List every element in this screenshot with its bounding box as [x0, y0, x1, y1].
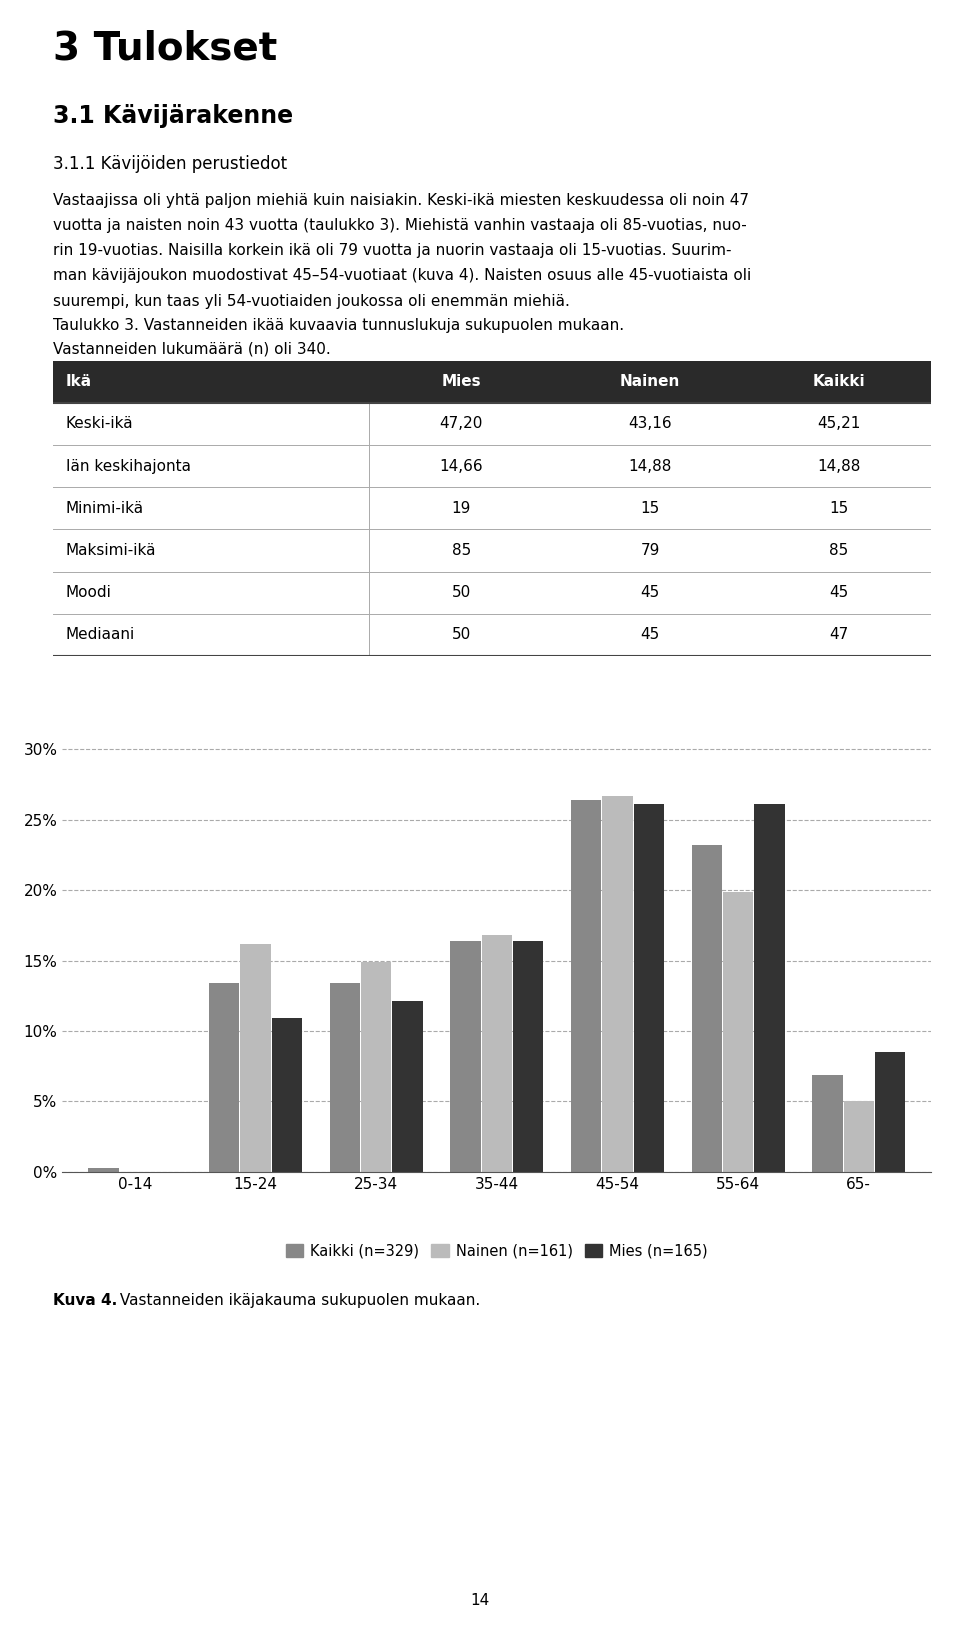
Text: 85: 85 — [451, 543, 471, 558]
Bar — [876, 1053, 905, 1172]
Text: Mies: Mies — [442, 374, 481, 390]
Text: 47: 47 — [829, 627, 849, 643]
Bar — [450, 942, 481, 1172]
Text: 14,88: 14,88 — [817, 459, 861, 473]
FancyBboxPatch shape — [53, 361, 931, 403]
Text: 45: 45 — [829, 586, 849, 601]
Bar — [755, 805, 784, 1172]
Text: 43,16: 43,16 — [628, 416, 672, 431]
Text: Iän keskihajonta: Iän keskihajonta — [66, 459, 191, 473]
Legend: Kaikki (n=329), Nainen (n=161), Mies (n=165): Kaikki (n=329), Nainen (n=161), Mies (n=… — [279, 1237, 714, 1265]
Text: suurempi, kun taas yli 54-vuotiaiden joukossa oli enemmän miehiä.: suurempi, kun taas yli 54-vuotiaiden jou… — [53, 294, 569, 308]
Text: 79: 79 — [640, 543, 660, 558]
Text: 14: 14 — [470, 1593, 490, 1608]
Bar — [812, 1074, 843, 1172]
Text: Vastanneiden ikäjakauma sukupuolen mukaan.: Vastanneiden ikäjakauma sukupuolen mukaa… — [115, 1293, 480, 1307]
Text: 3.1.1 Kävijöiden perustiedot: 3.1.1 Kävijöiden perustiedot — [53, 155, 287, 173]
Text: 50: 50 — [451, 627, 471, 643]
Text: 14,88: 14,88 — [629, 459, 672, 473]
Bar — [513, 942, 543, 1172]
Bar — [329, 982, 360, 1172]
Text: 19: 19 — [451, 501, 471, 516]
Text: 85: 85 — [829, 543, 849, 558]
Text: 47,20: 47,20 — [440, 416, 483, 431]
Bar — [209, 982, 239, 1172]
Text: 45: 45 — [640, 627, 660, 643]
Text: Ikä: Ikä — [66, 374, 92, 390]
Text: Nainen: Nainen — [620, 374, 681, 390]
Bar — [723, 891, 754, 1172]
Text: 15: 15 — [829, 501, 849, 516]
Text: Vastaajissa oli yhtä paljon miehiä kuin naisiakin. Keski-ikä miesten keskuudessa: Vastaajissa oli yhtä paljon miehiä kuin … — [53, 193, 749, 207]
Text: 50: 50 — [451, 586, 471, 601]
Text: 3.1 Kävijärakenne: 3.1 Kävijärakenne — [53, 104, 293, 129]
Text: Minimi-ikä: Minimi-ikä — [66, 501, 144, 516]
Bar — [393, 1002, 422, 1172]
Text: 45,21: 45,21 — [817, 416, 861, 431]
Bar — [272, 1018, 302, 1172]
Text: Taulukko 3. Vastanneiden ikää kuvaavia tunnuslukuja sukupuolen mukaan.: Taulukko 3. Vastanneiden ikää kuvaavia t… — [53, 318, 624, 333]
Text: Maksimi-ikä: Maksimi-ikä — [66, 543, 156, 558]
Text: Moodi: Moodi — [66, 586, 112, 601]
Text: 45: 45 — [640, 586, 660, 601]
Text: 14,66: 14,66 — [440, 459, 483, 473]
Bar — [361, 961, 392, 1172]
Text: Keski-ikä: Keski-ikä — [66, 416, 133, 431]
Text: 15: 15 — [640, 501, 660, 516]
Text: Kuva 4.: Kuva 4. — [53, 1293, 117, 1307]
Bar — [88, 1167, 118, 1172]
Text: rin 19-vuotias. Naisilla korkein ikä oli 79 vuotta ja nuorin vastaaja oli 15-vuo: rin 19-vuotias. Naisilla korkein ikä oli… — [53, 243, 732, 258]
Text: 3 Tulokset: 3 Tulokset — [53, 29, 277, 67]
Text: Vastanneiden lukumäärä (n) oli 340.: Vastanneiden lukumäärä (n) oli 340. — [53, 341, 330, 356]
Bar — [634, 805, 664, 1172]
Bar — [571, 800, 601, 1172]
Text: man kävijäjoukon muodostivat 45–54-vuotiaat (kuva 4). Naisten osuus alle 45-vuot: man kävijäjoukon muodostivat 45–54-vuoti… — [53, 268, 751, 284]
Text: Kaikki: Kaikki — [813, 374, 865, 390]
Bar — [240, 943, 271, 1172]
Bar — [482, 935, 512, 1172]
Bar — [691, 845, 722, 1172]
Text: Mediaani: Mediaani — [66, 627, 135, 643]
Bar — [602, 796, 633, 1172]
Text: vuotta ja naisten noin 43 vuotta (taulukko 3). Miehistä vanhin vastaaja oli 85-v: vuotta ja naisten noin 43 vuotta (tauluk… — [53, 217, 747, 233]
Bar — [844, 1102, 874, 1172]
